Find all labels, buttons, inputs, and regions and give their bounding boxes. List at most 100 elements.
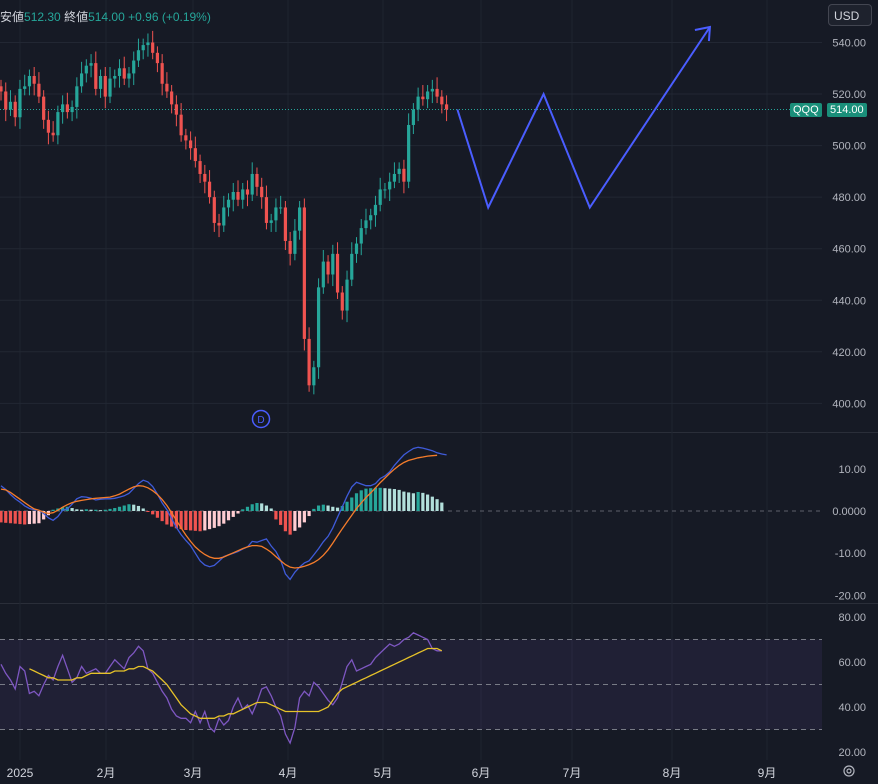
candle-body — [411, 109, 415, 125]
event-marker-label: D — [257, 415, 264, 426]
candle-body — [165, 83, 169, 92]
macd-histogram-bar — [141, 508, 145, 511]
candle-body — [70, 106, 74, 113]
macd-histogram-bar — [426, 494, 430, 511]
macd-histogram-bar — [407, 492, 411, 511]
macd-histogram-bar — [61, 507, 65, 511]
candle-body — [193, 148, 197, 162]
macd-histogram-bar — [264, 505, 269, 511]
candle-body — [416, 96, 420, 110]
candle-body — [89, 63, 93, 66]
candle-body — [151, 42, 155, 53]
macd-histogram-bar — [388, 488, 392, 511]
macd-histogram-bar — [245, 506, 250, 511]
macd-histogram-bar — [51, 509, 55, 511]
macd-histogram-bar — [198, 511, 202, 532]
candle-body — [51, 132, 55, 136]
macd-histogram-bar — [383, 488, 387, 511]
time-axis-tick: 3月 — [184, 766, 203, 780]
macd-axis-tick: 10.00 — [838, 464, 866, 476]
candle-body — [350, 253, 354, 280]
macd-histogram-bar — [345, 501, 349, 511]
candle-body — [226, 199, 231, 208]
settings-gear-icon[interactable] — [842, 764, 856, 778]
candle-body — [56, 112, 60, 136]
candle-body — [364, 220, 368, 229]
macd-histogram-bar — [203, 511, 207, 531]
candle-body — [8, 101, 13, 110]
macd-histogram-bar — [260, 503, 264, 511]
candle-body — [331, 253, 335, 275]
candle-body — [269, 220, 273, 223]
macd-histogram-bar — [13, 511, 17, 524]
candle-body — [146, 42, 150, 46]
candle-body — [79, 73, 84, 87]
macd-histogram-bar — [94, 509, 98, 511]
candle-body — [255, 173, 259, 187]
macd-histogram-bar — [392, 489, 397, 511]
macd-histogram-bar — [402, 491, 406, 511]
event-marker-circle — [251, 409, 271, 429]
macd-histogram-bar — [359, 490, 363, 511]
macd-histogram-bar — [122, 505, 126, 511]
candle-body — [435, 88, 439, 97]
macd-histogram-bar — [269, 508, 273, 511]
rsi-axis-tick: 60.00 — [838, 657, 866, 669]
macd-axis-tick: 0.0000 — [832, 506, 866, 518]
candle-body — [179, 114, 183, 136]
candle-body — [127, 73, 131, 79]
candle-body — [136, 50, 141, 61]
macd-histogram-bar — [236, 511, 240, 514]
macd-histogram-bar — [127, 504, 131, 511]
macd-histogram-bar — [212, 511, 216, 528]
candle-body — [288, 240, 292, 254]
macd-histogram-bar — [321, 504, 325, 511]
macd-histogram-bar — [326, 505, 330, 511]
candle-body — [354, 243, 359, 254]
macd-histogram-bar — [430, 496, 434, 511]
candle-body — [236, 191, 240, 200]
macd-histogram-bar — [440, 502, 444, 511]
macd-histogram-bar — [165, 511, 169, 525]
macd-histogram-bar — [98, 510, 103, 512]
low-value: 512.30 — [24, 10, 61, 24]
macd-histogram-bar — [222, 511, 226, 524]
candle-body — [117, 68, 122, 77]
macd-histogram-bar — [4, 511, 8, 523]
candle-body — [407, 124, 411, 182]
candle-body — [132, 60, 136, 74]
macd-histogram-bar — [279, 511, 283, 525]
macd-histogram-bar — [8, 511, 13, 524]
macd-histogram-bar — [32, 511, 36, 524]
candle-body — [207, 181, 212, 198]
macd-histogram-bar — [241, 509, 245, 511]
macd-histogram-bar — [293, 511, 297, 531]
price-axis-tick: 400.00 — [832, 398, 866, 410]
time-axis-tick: 8月 — [663, 766, 682, 780]
macd-histogram-bar — [397, 489, 401, 511]
candle-body — [283, 207, 287, 241]
close-value: 514.00 — [88, 10, 125, 24]
candle-body — [222, 207, 226, 226]
candle-body — [430, 88, 434, 92]
macd-histogram-bar — [132, 504, 136, 511]
macd-histogram-bar — [84, 509, 88, 511]
macd-histogram-bar — [136, 505, 141, 511]
last-price-label: 514.00 — [827, 103, 867, 117]
macd-histogram-bar — [70, 508, 74, 511]
rsi-axis-tick: 20.00 — [838, 747, 866, 759]
candle-body — [250, 173, 254, 195]
macd-histogram-bar — [411, 493, 415, 511]
macd-histogram-bar — [108, 508, 112, 511]
time-axis-tick: 4月 — [279, 766, 298, 780]
candle-body — [94, 63, 98, 89]
macd-histogram-bar — [189, 511, 193, 531]
candle-body — [75, 86, 79, 107]
macd-histogram-bar — [298, 511, 302, 528]
currency-button[interactable]: USD — [828, 4, 872, 26]
time-axis-tick: 6月 — [472, 766, 491, 780]
macd-histogram-bar — [193, 511, 197, 531]
candle-body — [42, 96, 46, 120]
ohlc-header: 安値512.30 終値514.00 +0.96 (+0.19%) — [0, 8, 211, 25]
